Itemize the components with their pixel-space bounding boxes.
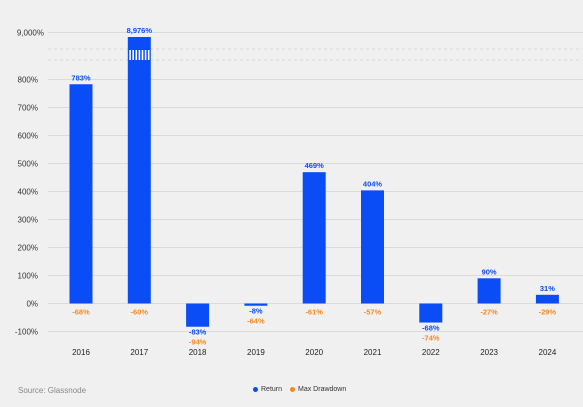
y-tick-label: 100% bbox=[18, 272, 38, 281]
y-tick-label: 600% bbox=[18, 132, 38, 141]
x-tick-label: 2022 bbox=[422, 348, 440, 357]
x-tick-label: 2019 bbox=[247, 348, 265, 357]
y-tick-label-break: 9,000% bbox=[17, 29, 44, 38]
data-label-return: -83% bbox=[189, 328, 207, 337]
data-label-return: 31% bbox=[540, 284, 555, 293]
data-label-drawdown: -64% bbox=[247, 317, 265, 326]
legend-item-drawdown: Max Drawdown bbox=[290, 386, 346, 393]
data-label-drawdown: -27% bbox=[480, 308, 498, 317]
bar-return bbox=[419, 303, 443, 323]
bar-return bbox=[186, 303, 210, 327]
data-label-return: 469% bbox=[305, 161, 325, 170]
y-tick-label: 0% bbox=[26, 300, 38, 309]
legend-swatch-return bbox=[253, 387, 258, 392]
bar-return bbox=[302, 172, 326, 304]
x-tick-label: 2017 bbox=[130, 348, 148, 357]
data-label-drawdown: -74% bbox=[422, 334, 440, 343]
x-tick-label: 2023 bbox=[480, 348, 498, 357]
bar-return bbox=[535, 294, 559, 304]
bar-break-hatch bbox=[138, 50, 141, 60]
data-label-return: 8,976% bbox=[127, 26, 153, 35]
data-label-return: 404% bbox=[363, 179, 383, 188]
legend: Return Max Drawdown bbox=[253, 386, 346, 393]
bar-break-hatch bbox=[144, 50, 147, 60]
data-label-drawdown: -94% bbox=[189, 338, 207, 347]
source-note: Source: Glassnode bbox=[18, 386, 87, 395]
y-tick-label: 500% bbox=[18, 160, 38, 169]
y-tick-label: 700% bbox=[18, 104, 38, 113]
legend-label-return: Return bbox=[261, 386, 283, 393]
bar-return bbox=[477, 278, 501, 304]
bar-return bbox=[69, 84, 93, 304]
data-label-drawdown: -68% bbox=[72, 308, 90, 317]
data-label-return: 90% bbox=[482, 267, 497, 276]
legend-item-return: Return bbox=[253, 386, 282, 393]
x-tick-label: 2016 bbox=[72, 348, 90, 357]
bar-break-hatch bbox=[135, 50, 138, 60]
data-label-return: -68% bbox=[422, 324, 440, 333]
legend-label-drawdown: Max Drawdown bbox=[298, 386, 347, 393]
data-label-return: 783% bbox=[71, 73, 91, 82]
x-tick-label: 2018 bbox=[189, 348, 207, 357]
bar-return bbox=[244, 303, 268, 306]
data-label-drawdown: -61% bbox=[305, 308, 323, 317]
data-label-drawdown: -57% bbox=[364, 308, 382, 317]
x-tick-label: 2020 bbox=[305, 348, 323, 357]
bar-break-hatch bbox=[141, 50, 144, 60]
bar-break-hatch bbox=[147, 50, 150, 60]
x-tick-label: 2024 bbox=[539, 348, 557, 357]
y-tick-label: 300% bbox=[18, 216, 38, 225]
data-label-drawdown: -29% bbox=[539, 308, 557, 317]
data-label-return: -8% bbox=[249, 307, 263, 316]
bar-break-hatch bbox=[132, 50, 134, 60]
bar-return bbox=[361, 190, 384, 304]
bar-break-hatch bbox=[129, 50, 131, 60]
y-tick-label: 400% bbox=[18, 188, 38, 197]
data-label-drawdown: -60% bbox=[131, 308, 149, 317]
legend-swatch-drawdown bbox=[290, 387, 296, 392]
y-tick-label: -100% bbox=[15, 328, 38, 337]
y-tick-label: 200% bbox=[18, 244, 38, 253]
bar-return bbox=[127, 37, 151, 304]
x-tick-label: 2021 bbox=[364, 348, 382, 357]
y-tick-label: 800% bbox=[18, 76, 38, 85]
